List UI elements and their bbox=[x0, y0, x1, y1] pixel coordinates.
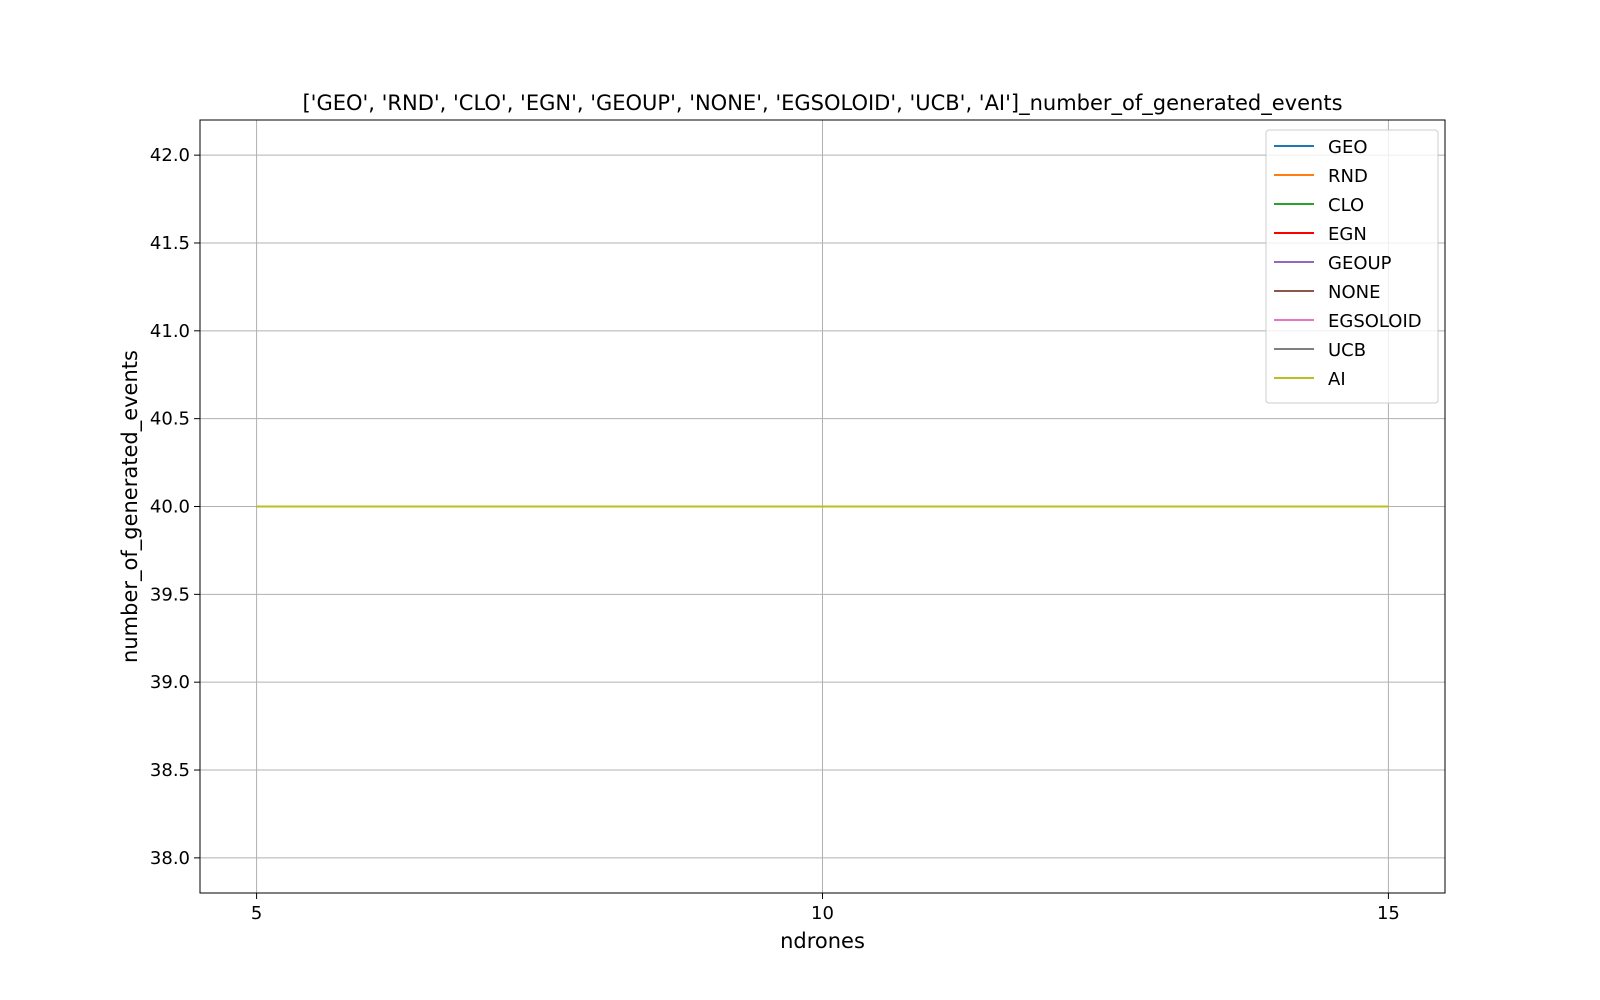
y-tick-label: 38.5 bbox=[150, 760, 190, 781]
y-tick-label: 40.0 bbox=[150, 497, 190, 518]
x-tick-label: 15 bbox=[1377, 903, 1400, 924]
axis-ticks: 38.0 38.5 39.0 39.5 40.0 40.5 41.0 41.5 42.0 5 10 1… bbox=[150, 145, 1400, 924]
legend-label-geo: GEO bbox=[1328, 137, 1368, 158]
legend-label-ai: AI bbox=[1328, 369, 1346, 390]
legend-label-geoup: GEOUP bbox=[1328, 253, 1392, 274]
y-tick-label: 42.0 bbox=[150, 145, 190, 166]
y-tick-label: 41.0 bbox=[150, 321, 190, 342]
x-axis-label: ndrones bbox=[780, 929, 865, 953]
legend-label-ucb: UCB bbox=[1328, 340, 1366, 361]
legend: GEO RND CLO EGN GEOUP NONE EGSOLOID UCB AI bbox=[1265, 129, 1439, 404]
legend-label-egn: EGN bbox=[1328, 224, 1367, 245]
y-tick-label: 41.5 bbox=[150, 233, 190, 254]
y-tick-label: 38.0 bbox=[150, 848, 190, 869]
legend-label-egsoloid: EGSOLOID bbox=[1328, 311, 1422, 332]
legend-label-rnd: RND bbox=[1328, 166, 1368, 187]
x-tick-label: 5 bbox=[251, 903, 262, 924]
legend-label-none: NONE bbox=[1328, 282, 1380, 303]
y-axis-label: number_of_generated_events bbox=[118, 350, 143, 663]
x-tick-label: 10 bbox=[811, 903, 834, 924]
y-tick-label: 39.0 bbox=[150, 672, 190, 693]
legend-box bbox=[1265, 129, 1439, 404]
y-tick-label: 39.5 bbox=[150, 584, 190, 605]
y-tick-label: 40.5 bbox=[150, 409, 190, 430]
legend-label-clo: CLO bbox=[1328, 195, 1364, 216]
chart-title: ['GEO', 'RND', 'CLO', 'EGN', 'GEOUP', 'N… bbox=[302, 91, 1342, 116]
